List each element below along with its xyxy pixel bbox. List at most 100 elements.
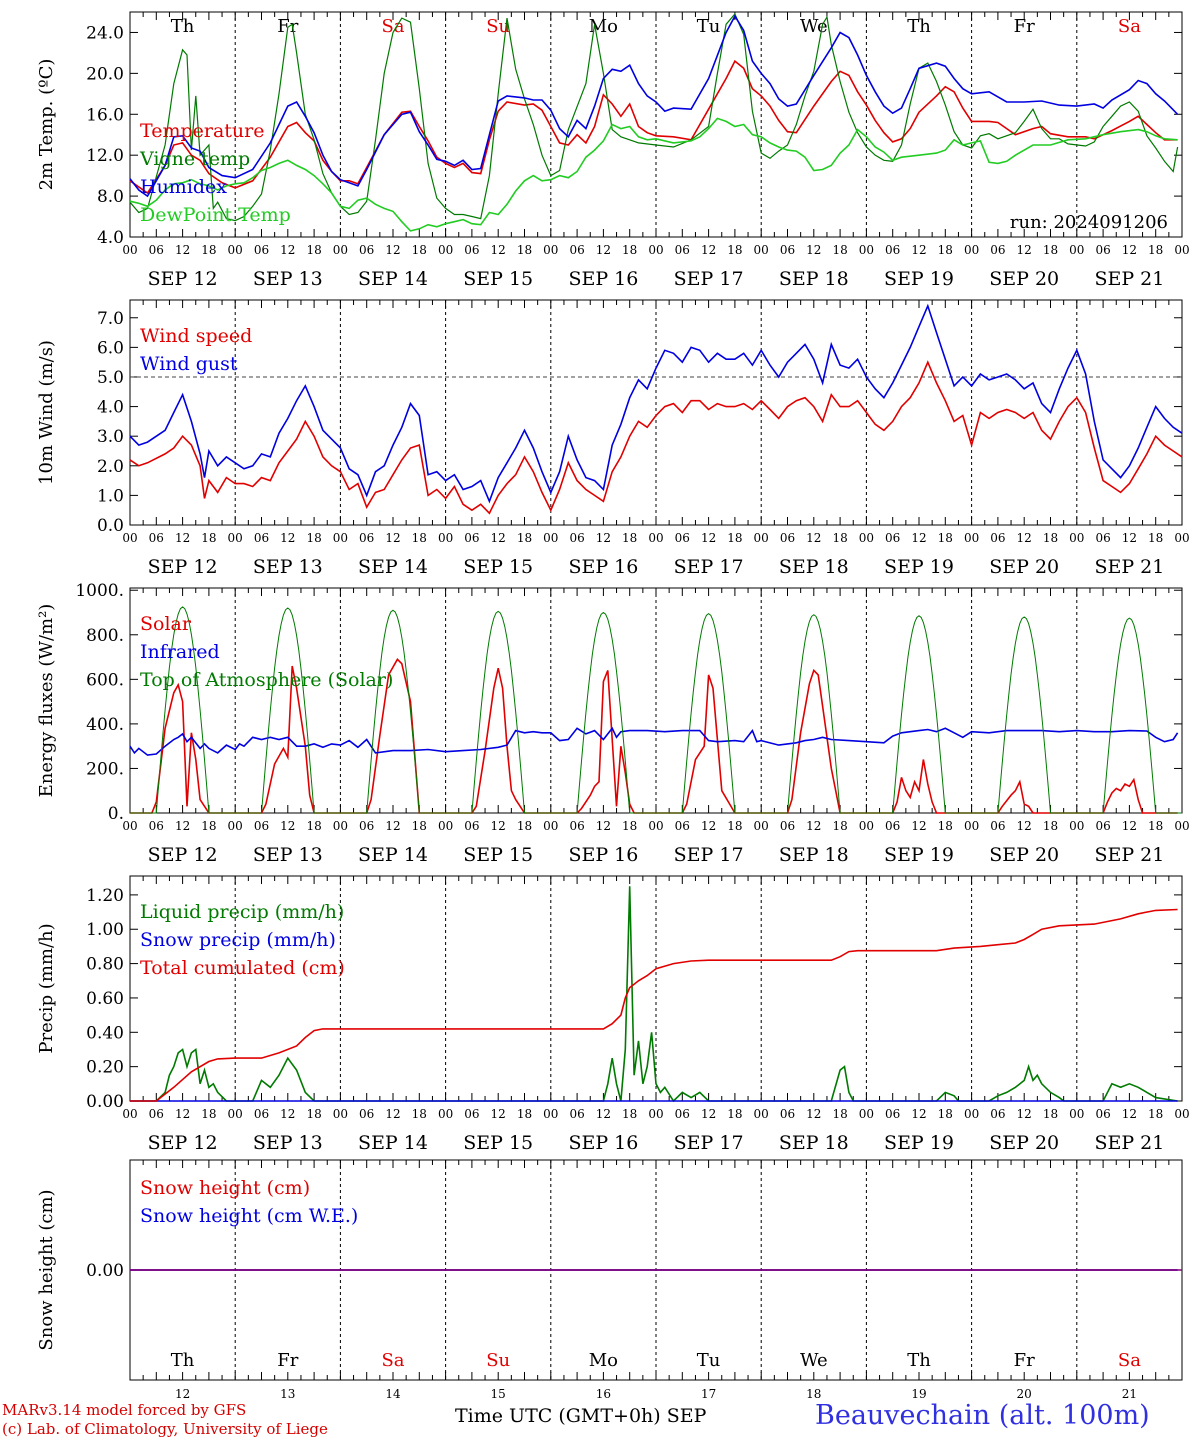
weekday-label: Th	[907, 1350, 931, 1371]
hour-tick-label: 00	[122, 1107, 137, 1121]
date-label: SEP 20	[989, 844, 1059, 866]
hour-tick-label: 06	[569, 243, 584, 257]
day-number-label: 12	[175, 1387, 190, 1401]
y-tick-label: 1.20	[86, 886, 124, 906]
hour-tick-label: 12	[385, 1107, 400, 1121]
legend-entry: Liquid precip (mm/h)	[140, 901, 344, 923]
y-tick-label: 4.0	[97, 228, 124, 248]
hour-tick-label: 00	[333, 819, 348, 833]
hour-tick-label: 12	[491, 819, 506, 833]
hour-tick-label: 18	[832, 1107, 847, 1121]
legend-entry: Solar	[140, 613, 192, 635]
hour-tick-label: 06	[990, 531, 1005, 545]
date-label: SEP 18	[779, 844, 849, 866]
hour-tick-label: 12	[1017, 531, 1032, 545]
hour-tick-label: 18	[938, 531, 953, 545]
y-tick-label: 0.00	[86, 1092, 124, 1112]
hour-tick-label: 18	[517, 531, 532, 545]
date-label: SEP 19	[884, 556, 954, 578]
legend-entry: Temperature	[140, 120, 264, 142]
weekday-label: Fr	[277, 1350, 298, 1371]
hour-tick-label: 06	[990, 1107, 1005, 1121]
y-tick-label: 2.0	[97, 457, 124, 477]
weekday-label: Sa	[381, 1350, 404, 1371]
date-label: SEP 13	[253, 1132, 323, 1154]
hour-tick-label: 18	[622, 531, 637, 545]
hour-tick-label: 06	[149, 1107, 164, 1121]
day-number-label: 20	[1017, 1387, 1032, 1401]
hour-tick-label: 00	[1174, 243, 1189, 257]
hour-tick-label: 18	[412, 1107, 427, 1121]
y-axis-label: Snow height (cm)	[36, 1189, 57, 1350]
hour-tick-label: 00	[122, 531, 137, 545]
series-line	[129, 303, 1183, 504]
hour-tick-label: 18	[622, 819, 637, 833]
hour-tick-label: 12	[596, 243, 611, 257]
day-number-label: 21	[1122, 1387, 1137, 1401]
hour-tick-label: 18	[938, 1107, 953, 1121]
weekday-label: Su	[486, 1350, 510, 1371]
hour-tick-label: 18	[727, 243, 742, 257]
hour-tick-label: 12	[911, 1107, 926, 1121]
hour-tick-label: 12	[385, 819, 400, 833]
hour-tick-label: 00	[438, 531, 453, 545]
date-label: SEP 21	[1094, 268, 1164, 290]
hour-tick-label: 18	[727, 531, 742, 545]
hour-tick-label: 06	[780, 1107, 795, 1121]
station-title: Beauvechain (alt. 100m)	[815, 1400, 1150, 1431]
hour-tick-label: 00	[543, 819, 558, 833]
date-label: SEP 21	[1094, 844, 1164, 866]
y-tick-label: 3.0	[97, 427, 124, 447]
y-tick-label: 7.0	[97, 309, 124, 329]
hour-tick-label: 06	[1095, 531, 1110, 545]
hour-tick-label: 12	[701, 243, 716, 257]
legend-entry: Vigne temp	[139, 148, 250, 170]
date-label: SEP 19	[884, 268, 954, 290]
hour-tick-label: 18	[938, 819, 953, 833]
hour-tick-label: 00	[1069, 819, 1084, 833]
hour-tick-label: 18	[1043, 819, 1058, 833]
day-number-label: 15	[491, 1387, 506, 1401]
weekday-label: Th	[907, 16, 931, 37]
hour-tick-label: 06	[1095, 819, 1110, 833]
hour-tick-label: 18	[412, 531, 427, 545]
hour-tick-label: 18	[727, 819, 742, 833]
hour-tick-label: 12	[491, 531, 506, 545]
hour-tick-label: 06	[1095, 243, 1110, 257]
hour-tick-label: 00	[438, 819, 453, 833]
date-label: SEP 16	[568, 844, 638, 866]
hour-tick-label: 18	[622, 243, 637, 257]
weekday-label: We	[800, 1350, 828, 1371]
hour-tick-label: 12	[806, 1107, 821, 1121]
hour-tick-label: 18	[727, 1107, 742, 1121]
hour-tick-label: 06	[464, 243, 479, 257]
hour-tick-label: 06	[675, 243, 690, 257]
y-tick-label: 600.	[86, 670, 124, 690]
hour-tick-label: 12	[385, 531, 400, 545]
hour-tick-label: 06	[885, 819, 900, 833]
hour-tick-label: 18	[1043, 531, 1058, 545]
date-label: SEP 20	[989, 1132, 1059, 1154]
hour-tick-label: 18	[832, 531, 847, 545]
hour-tick-label: 06	[885, 243, 900, 257]
hour-tick-label: 06	[254, 1107, 269, 1121]
panel-frame	[129, 299, 1183, 526]
date-label: SEP 16	[568, 268, 638, 290]
y-tick-label: 1.00	[86, 920, 124, 940]
hour-tick-label: 12	[175, 531, 190, 545]
hour-tick-label: 06	[149, 243, 164, 257]
y-tick-label: 0.20	[86, 1058, 124, 1078]
legend-entry: Total cumulated (cm)	[140, 957, 345, 979]
date-label: SEP 12	[148, 1132, 218, 1154]
hour-tick-label: 06	[464, 531, 479, 545]
hour-tick-label: 06	[464, 1107, 479, 1121]
y-tick-label: 0.0	[97, 516, 124, 536]
weekday-label: We	[800, 16, 828, 37]
y-tick-label: 0.00	[86, 1261, 124, 1281]
date-label: SEP 13	[253, 268, 323, 290]
day-number-label: 19	[911, 1387, 926, 1401]
hour-tick-label: 00	[964, 819, 979, 833]
hour-tick-label: 12	[806, 243, 821, 257]
y-tick-label: 400.	[86, 715, 124, 735]
